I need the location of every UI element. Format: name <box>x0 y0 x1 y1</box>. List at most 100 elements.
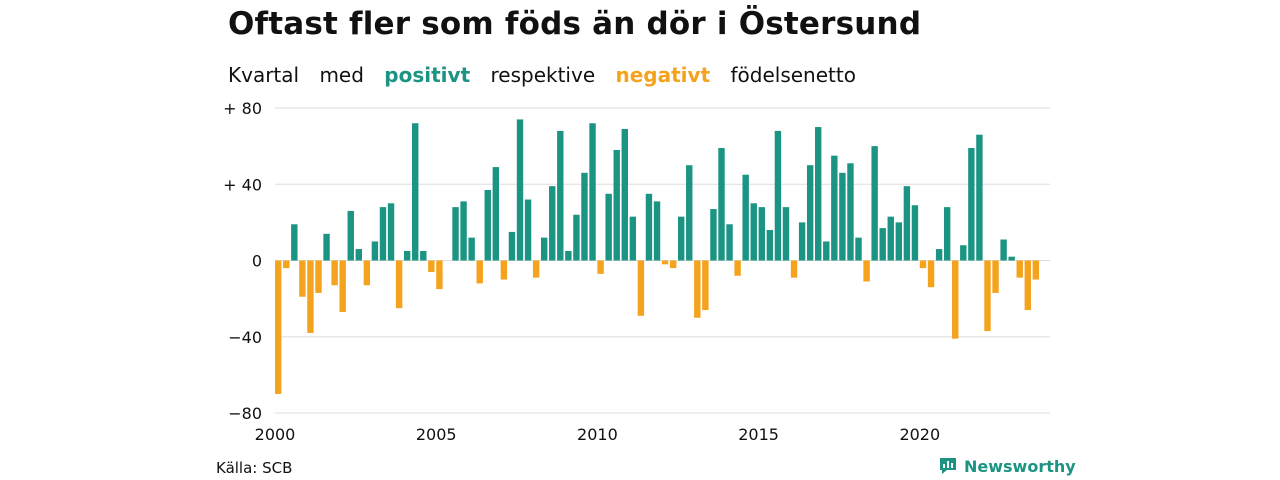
bar-negative <box>299 260 306 297</box>
bar-negative <box>669 260 677 269</box>
bar-negative <box>863 260 870 282</box>
bar-positive <box>831 155 838 261</box>
bar-positive <box>766 230 774 261</box>
bar-positive <box>895 222 903 261</box>
x-tick-label: 2010 <box>577 425 618 444</box>
bar-positive <box>621 128 628 261</box>
bar-negative <box>315 260 322 293</box>
bar-negative <box>637 260 645 316</box>
bar-positive <box>774 130 782 261</box>
bar-positive <box>686 165 693 261</box>
bar-negative <box>597 260 604 274</box>
bar-negative <box>476 260 483 284</box>
bar-positive <box>758 207 765 261</box>
subtitle-word: födelsenetto <box>730 63 856 87</box>
bar-positive <box>911 205 919 261</box>
bar-positive <box>508 231 516 261</box>
bar-positive <box>847 163 854 261</box>
bar-positive <box>806 165 814 261</box>
bars <box>275 119 1040 394</box>
subtitle-word: Kvartal <box>228 63 300 87</box>
bar-positive <box>903 186 911 261</box>
bar-positive <box>524 199 532 261</box>
bar-positive <box>452 207 459 261</box>
bar-positive <box>468 237 475 261</box>
bar-positive <box>678 216 685 261</box>
bar-positive <box>855 237 862 261</box>
x-tick-label: 2015 <box>738 425 779 444</box>
bar-positive <box>742 174 749 261</box>
bar-positive <box>581 172 588 261</box>
bar-positive <box>589 123 596 261</box>
bar-positive <box>943 207 951 261</box>
bar-positive <box>420 250 427 261</box>
bar-positive <box>887 216 894 261</box>
bar-negative <box>363 260 371 286</box>
bar-positive <box>879 228 886 261</box>
bar-negative <box>436 260 443 290</box>
bar-negative <box>331 260 338 286</box>
bar-negative <box>984 260 991 332</box>
bar-positive <box>871 146 878 261</box>
bar-negative <box>919 260 927 269</box>
y-tick-label: −80 <box>228 404 262 423</box>
bar-positive <box>412 123 419 261</box>
bar-positive <box>1000 239 1007 261</box>
bar-negative <box>927 260 935 288</box>
bar-positive <box>750 203 757 261</box>
bar-positive <box>798 222 806 261</box>
bar-negative <box>1024 260 1031 311</box>
bar-positive <box>718 148 725 261</box>
bar-positive <box>605 193 612 261</box>
bar-positive <box>823 241 830 261</box>
source-note: Källa: SCB <box>216 459 293 477</box>
y-tick-label: + 40 <box>223 175 262 194</box>
bar-negative <box>395 260 403 309</box>
bar-positive <box>782 207 790 261</box>
bar-negative <box>734 260 741 276</box>
bar-positive <box>549 186 556 261</box>
bar-negative <box>992 260 999 293</box>
bar-negative <box>790 260 798 278</box>
bar-positive <box>968 148 975 261</box>
bar-positive <box>565 250 572 261</box>
bar-positive <box>1008 256 1015 261</box>
brand-logo[interactable]: Newsworthy <box>938 456 1076 476</box>
bar-negative <box>428 260 435 272</box>
bar-positive <box>379 207 387 261</box>
bar-positive <box>629 216 637 261</box>
y-tick-label: −40 <box>228 328 262 347</box>
bar-positive <box>726 224 733 261</box>
x-tick-label: 2020 <box>899 425 940 444</box>
bar-positive <box>516 119 524 261</box>
bar-positive <box>291 224 298 261</box>
bar-negative <box>1016 260 1023 278</box>
bar-negative <box>283 260 290 269</box>
x-tick-label: 2000 <box>255 425 296 444</box>
bar-positive <box>460 201 467 261</box>
y-axis-labels: + 80 + 40 0 −40 −80 <box>223 99 262 423</box>
bar-positive <box>484 189 491 261</box>
subtitle-positive-word: positivt <box>384 63 471 87</box>
y-tick-label: 0 <box>252 252 262 271</box>
brand-name: Newsworthy <box>964 456 1076 476</box>
x-tick-label: 2005 <box>416 425 457 444</box>
x-axis-labels: 2000 2005 2010 2015 2020 <box>255 425 941 444</box>
bar-positive <box>645 193 653 261</box>
subtitle-word: respektive <box>490 63 596 87</box>
bar-negative <box>339 260 346 312</box>
bar-positive <box>347 210 354 261</box>
bar-positive <box>387 203 395 261</box>
bar-positive <box>976 134 983 261</box>
bar-positive <box>371 241 379 261</box>
bar-positive <box>653 201 661 261</box>
y-tick-label: + 80 <box>223 99 262 118</box>
chart-subtitle: Kvartal med positivt respektive negativt… <box>228 63 870 87</box>
bar-positive <box>815 127 822 261</box>
bar-positive <box>323 233 330 261</box>
newsworthy-logo-icon <box>940 458 956 474</box>
bar-positive <box>540 237 548 261</box>
bar-negative <box>275 260 282 394</box>
bar-positive <box>839 172 846 261</box>
